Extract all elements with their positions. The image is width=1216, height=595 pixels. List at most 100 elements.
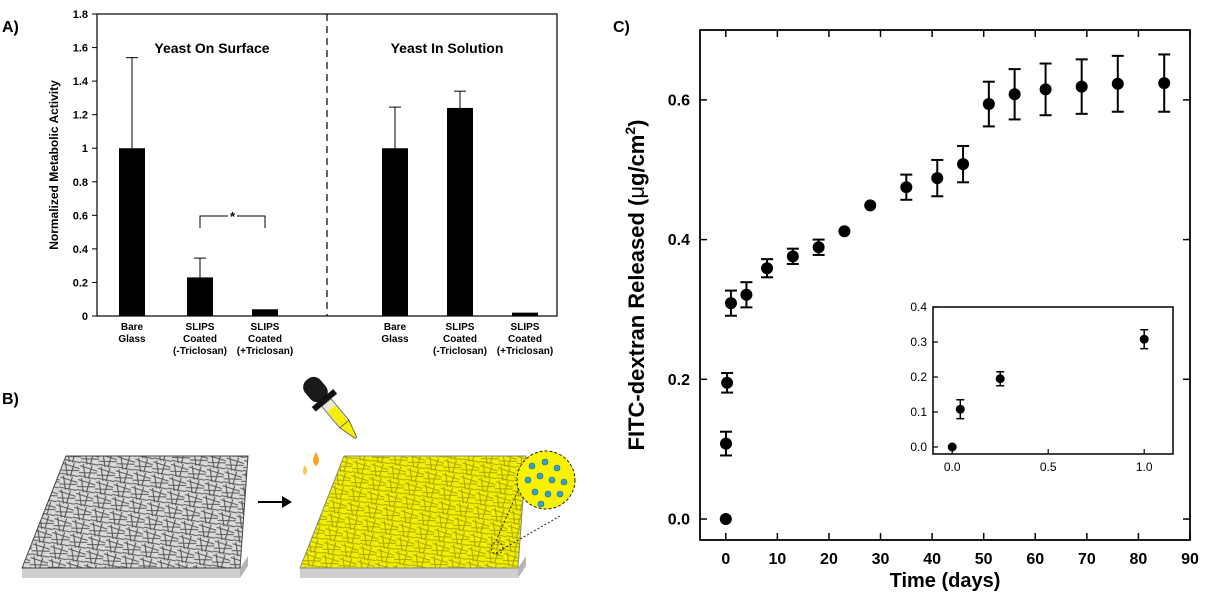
scatter-x-axis-label: Time (days) (890, 570, 1001, 592)
bar-category-label: Glass (381, 334, 409, 345)
bar-category-label: (+Triclosan) (497, 346, 553, 357)
bar-y-tick-label: 0.4 (73, 244, 89, 256)
bar-y-tick-label: 1.2 (73, 110, 88, 122)
bar-category-label: (-Triclosan) (173, 346, 227, 357)
group-title-surface: Yeast On Surface (154, 40, 269, 56)
uncoated-fiber-mat (21, 455, 249, 578)
bar-y-axis-label: Normalized Metabolic Activity (47, 80, 61, 250)
y-tick-label: 0.2 (910, 370, 927, 384)
bar (252, 309, 278, 316)
x-tick-label: 50 (975, 551, 993, 568)
x-tick-label: 40 (923, 551, 941, 568)
y-tick-label: 0.2 (668, 372, 690, 389)
bar-category-label: SLIPS (186, 322, 215, 333)
x-tick-label: 20 (820, 551, 838, 568)
panel-c: C) Time (days) FITC-dextran Released (μg… (613, 19, 1199, 592)
bar-category-label: SLIPS (251, 322, 280, 333)
bar-category-label: (-Triclosan) (433, 346, 487, 357)
panel-a: A) Normalized Metabolic Activity Yeast O… (2, 9, 558, 357)
data-point (724, 297, 737, 310)
data-point (1139, 334, 1149, 344)
x-tick-label: 70 (1078, 551, 1096, 568)
x-tick-label: 0 (721, 551, 730, 568)
bar (512, 312, 538, 316)
bar-category-label: Glass (118, 334, 146, 345)
inset-frame (932, 306, 1174, 455)
data-point (982, 98, 995, 111)
x-tick-label: 90 (1181, 551, 1199, 568)
data-point (838, 225, 851, 238)
panel-label-a: A) (2, 19, 19, 36)
panel-label-b: B) (2, 391, 19, 408)
data-point (719, 513, 732, 526)
data-point (721, 376, 734, 389)
bar-y-tick-label: 0 (82, 311, 88, 323)
inset: 0.0 0.5 1.0 0.0 0.1 0.2 0.3 0.4 (910, 300, 1174, 474)
data-point (900, 181, 913, 194)
data-point (1039, 83, 1052, 96)
data-point (947, 442, 957, 452)
x-tick-label: 30 (872, 551, 890, 568)
x-tick-label: 0.0 (944, 460, 961, 474)
y-tick-label: 0.4 (668, 232, 690, 249)
significance-bracket (237, 215, 266, 228)
group-title-solution: Yeast In Solution (391, 40, 504, 56)
x-tick-label: 0.5 (1040, 460, 1057, 474)
bar-category-label: Coated (183, 334, 217, 345)
data-point (761, 262, 774, 275)
scatter-y-axis-label: FITC-dextran Released (μg/cm2) (622, 119, 649, 450)
y-tick-label: 0.6 (668, 92, 690, 109)
droplet-icon (303, 465, 307, 475)
bar-category-label: (+Triclosan) (237, 346, 293, 357)
y-tick-label: 0.1 (910, 405, 927, 419)
bar-y-tick-label: 0.8 (73, 177, 88, 189)
significance-marker: * (230, 209, 236, 224)
data-point (1075, 80, 1088, 93)
dropper-icon (303, 376, 358, 439)
data-point (864, 199, 877, 212)
y-tick-label: 0.0 (668, 512, 690, 529)
y-tick-label: 0.3 (910, 335, 927, 349)
bar-y-tick-label: 0.2 (73, 277, 88, 289)
x-tick-label: 80 (1130, 551, 1148, 568)
bar-category-label: Bare (384, 322, 407, 333)
bar (382, 148, 408, 316)
panel-label-c: C) (613, 19, 630, 36)
data-point (1008, 88, 1021, 101)
arrow-icon (258, 496, 292, 508)
scatter-plot-frame (699, 29, 1191, 541)
y-tick-label: 0.4 (910, 300, 927, 314)
bar-category-label: Coated (443, 334, 477, 345)
data-point (812, 241, 825, 254)
coated-fiber-mat (299, 455, 527, 578)
bar-y-tick-label: 1.4 (73, 76, 89, 88)
x-tick-label: 60 (1026, 551, 1044, 568)
bar-category-label: SLIPS (511, 322, 540, 333)
bar-y-tick-label: 1.6 (73, 43, 88, 55)
data-point (955, 404, 965, 414)
data-point (740, 288, 753, 301)
x-tick-label: 10 (768, 551, 786, 568)
significance-bracket (199, 215, 228, 228)
bar-y-tick-label: 1.8 (73, 9, 88, 21)
bar (119, 148, 145, 316)
bar-category-label: Coated (508, 334, 542, 345)
data-point (1111, 77, 1124, 90)
bar (447, 107, 473, 316)
droplet-icon (313, 452, 319, 466)
bar-category-label: Coated (248, 334, 282, 345)
bar (187, 277, 213, 316)
data-point (1158, 77, 1171, 90)
data-point (931, 172, 944, 185)
data-point (995, 374, 1005, 384)
data-point (957, 158, 970, 171)
bar-category-label: SLIPS (446, 322, 475, 333)
bar-y-tick-label: 0.6 (73, 210, 88, 222)
bar-category-label: Bare (121, 322, 144, 333)
x-tick-label: 1.0 (1136, 460, 1153, 474)
data-point (720, 437, 733, 450)
zoom-bubble (490, 450, 576, 555)
y-tick-label: 0.0 (910, 440, 927, 454)
panel-b: B) (2, 376, 576, 578)
